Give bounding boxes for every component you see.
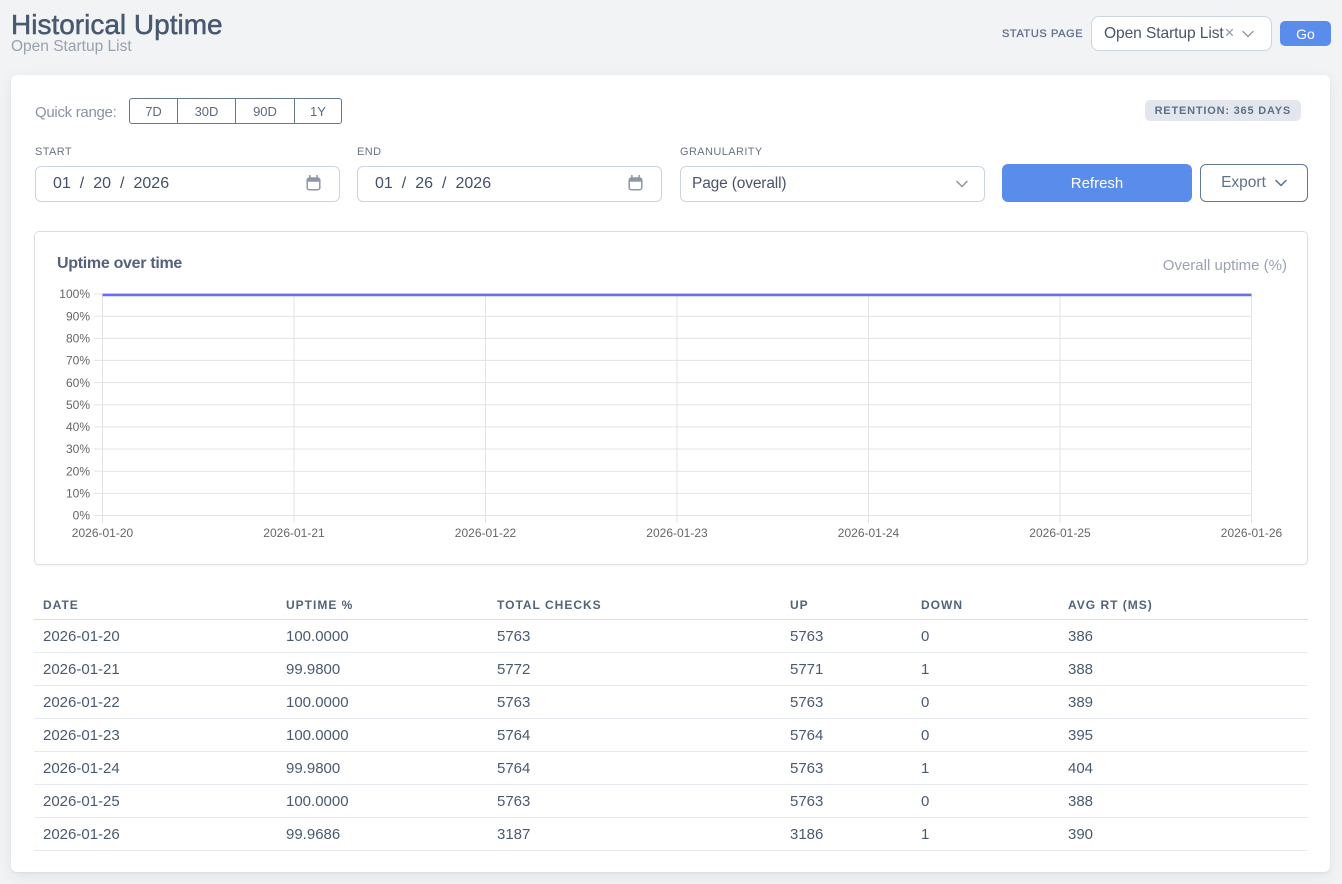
svg-text:20%: 20% — [66, 464, 90, 478]
svg-text:40%: 40% — [66, 420, 90, 434]
svg-text:30%: 30% — [66, 442, 90, 456]
svg-text:2026-01-22: 2026-01-22 — [455, 526, 517, 540]
svg-text:90%: 90% — [66, 309, 90, 323]
svg-text:70%: 70% — [66, 354, 90, 368]
svg-text:80%: 80% — [66, 332, 90, 346]
svg-text:2026-01-26: 2026-01-26 — [1221, 526, 1283, 540]
svg-text:2026-01-21: 2026-01-21 — [263, 526, 325, 540]
svg-text:10%: 10% — [66, 487, 90, 501]
svg-text:100%: 100% — [59, 287, 90, 301]
svg-text:2026-01-24: 2026-01-24 — [838, 526, 900, 540]
svg-text:2026-01-20: 2026-01-20 — [72, 526, 134, 540]
svg-text:0%: 0% — [73, 509, 91, 523]
svg-text:50%: 50% — [66, 398, 90, 412]
svg-text:2026-01-25: 2026-01-25 — [1029, 526, 1091, 540]
svg-text:2026-01-23: 2026-01-23 — [646, 526, 708, 540]
svg-text:60%: 60% — [66, 376, 90, 390]
